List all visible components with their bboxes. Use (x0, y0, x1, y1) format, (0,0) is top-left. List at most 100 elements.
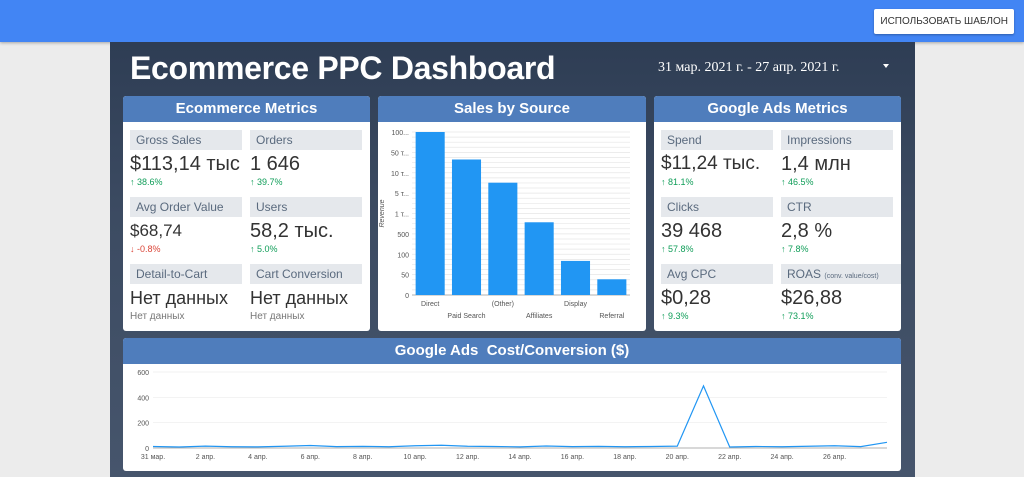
bar-paidsearch (451, 159, 482, 295)
metric-delta: ↑ 5.0% (250, 244, 278, 254)
page-title: Ecommerce PPC Dashboard (130, 50, 556, 86)
metric-value: 1 646 (250, 153, 301, 175)
sales-by-source-chart: 100...50 т...10 т...5 т...1 т...50010050… (379, 130, 630, 320)
metric-delta: ↑ 57.8% (661, 244, 694, 254)
arrow-up-icon: ↑ (781, 177, 786, 187)
y-tick-label: 1 т... (395, 212, 409, 219)
x-tick-label: 10 апр. (404, 454, 427, 461)
metric-orders: Orders 1 646 ↑ 39.7% (250, 130, 362, 187)
metric-avg-order-value: Avg Order Value $68,74 ↓ -0.8% (130, 197, 242, 254)
metric-delta: ↓ -0.8% (130, 244, 161, 254)
y-tick-label: 200 (137, 421, 149, 428)
x-tick-label: 8 апр. (353, 454, 372, 461)
bar-referral (597, 279, 627, 295)
x-tick-label: 4 апр. (248, 454, 267, 461)
y-tick-label: 100 (397, 252, 409, 259)
bar-direct (415, 132, 445, 295)
y-tick-label: 0 (405, 293, 409, 300)
metric-label: Detail-to-Cart (130, 264, 242, 284)
metric-users: Users 58,2 тыс. ↑ 5.0% (250, 197, 362, 254)
metric-cart-conversion: Cart Conversion Нет данных Нет данных (250, 264, 362, 322)
metric-delta: ↑ 81.1% (661, 177, 694, 187)
top-bar: ИСПОЛЬЗОВАТЬ ШАБЛОН (0, 0, 1024, 42)
cost-conversion-title: Google Ads Cost/Conversion ($) (123, 338, 901, 364)
google-ads-metrics-title: Google Ads Metrics (654, 96, 901, 122)
arrow-up-icon: ↑ (250, 244, 255, 254)
y-tick-label: 0 (145, 446, 149, 453)
x-tick-label: 2 апр. (196, 454, 215, 461)
arrow-down-icon: ↓ (130, 244, 135, 254)
cost-conversion-chart: 0 200 400 600 31 мар. 2 апр. 4 апр. 6 апр. 8 апр… (137, 370, 888, 461)
bar-display (560, 260, 591, 295)
metric-value: Нет данных (130, 288, 228, 308)
metric-label: Cart Conversion (250, 264, 362, 284)
x-tick-label: 16 апр. (561, 454, 584, 461)
y-tick-label: 5 т... (395, 191, 409, 198)
metric-value: $0,28 (661, 287, 712, 309)
metric-label: ROAS (conv. value/cost) (781, 264, 901, 284)
sales-by-source-title: Sales by Source (378, 96, 646, 122)
metric-label: Impressions (781, 130, 893, 150)
y-tick-label: 50 т... (391, 150, 409, 157)
y-tick-label: 10 т... (391, 171, 409, 178)
metric-label: CTR (781, 197, 893, 217)
metric-label: Spend (661, 130, 773, 150)
metric-spend: Spend $11,24 тыс. ↑ 81.1% (661, 130, 773, 187)
caret-down-icon[interactable] (883, 64, 889, 68)
arrow-up-icon: ↑ (661, 244, 666, 254)
arrow-up-icon: ↑ (661, 177, 666, 187)
x-tick-label: 24 апр. (771, 454, 794, 461)
bar-other (488, 182, 518, 295)
arrow-up-icon: ↑ (781, 311, 786, 321)
metric-label: Clicks (661, 197, 773, 217)
metric-delta: ↑ 46.5% (781, 177, 814, 187)
x-tick-label: 26 апр. (823, 454, 846, 461)
x-tick-label: (Other) (492, 301, 514, 308)
use-template-button[interactable]: ИСПОЛЬЗОВАТЬ ШАБЛОН (874, 9, 1014, 34)
metric-gross-sales: Gross Sales $113,14 тыс ↑ 38.6% (130, 130, 242, 187)
metric-label: Gross Sales (130, 130, 242, 150)
ecommerce-metrics-panel: Ecommerce Metrics Gross Sales $113,14 ты… (123, 96, 370, 331)
metric-value: Нет данных (250, 288, 348, 308)
y-tick-label: 400 (137, 395, 149, 402)
metric-value: 58,2 тыс. (250, 220, 334, 242)
google-ads-metrics-panel: Google Ads Metrics Spend $11,24 тыс. ↑ 8… (654, 96, 901, 331)
y-axis-label: Revenue (379, 199, 386, 227)
arrow-up-icon: ↑ (781, 244, 786, 254)
sales-by-source-panel: Sales by Source 100... 50 т... 10 т... 5 т.… (378, 96, 646, 331)
metric-value: $68,74 (130, 221, 182, 240)
metric-value: 39 468 (661, 220, 723, 242)
x-tick-label: 22 апр. (718, 454, 741, 461)
metric-label: Orders (250, 130, 362, 150)
metric-roas: ROAS (conv. value/cost) $26,88 ↑ 73.1% (781, 264, 901, 321)
metric-value: 1,4 млн (781, 153, 851, 175)
x-tick-label: 12 апр. (456, 454, 479, 461)
metric-detail-to-cart: Detail-to-Cart Нет данных Нет данных (130, 264, 242, 322)
x-tick-label: 6 апр. (301, 454, 320, 461)
date-range-picker[interactable]: 31 мар. 2021 г. - 27 апр. 2021 г. (658, 60, 840, 75)
arrow-up-icon: ↑ (661, 311, 666, 321)
ecommerce-metrics-title: Ecommerce Metrics (123, 96, 370, 122)
metric-value: 2,8 % (781, 220, 833, 242)
arrow-up-icon: ↑ (130, 177, 135, 187)
metric-label: Users (250, 197, 362, 217)
x-tick-label: 31 мар. (141, 454, 165, 461)
metric-label-note: (conv. value/cost) (824, 273, 879, 280)
x-tick-label: 14 апр. (508, 454, 531, 461)
y-tick-label: 500 (397, 232, 409, 239)
metric-impressions: Impressions 1,4 млн ↑ 46.5% (781, 130, 893, 187)
metric-label: Avg Order Value (130, 197, 242, 217)
metric-sub: Нет данных (250, 311, 305, 322)
y-tick-label: 600 (137, 370, 149, 377)
x-tick-label: Affiliates (526, 313, 553, 320)
y-tick-label: 50 (401, 273, 409, 280)
y-tick-label: 100... (391, 130, 409, 137)
metric-delta: ↑ 7.8% (781, 244, 809, 254)
metric-delta: ↑ 9.3% (661, 311, 689, 321)
metric-label: Avg CPC (661, 264, 773, 284)
metric-clicks: Clicks 39 468 ↑ 57.8% (661, 197, 773, 254)
x-tick-label: Direct (421, 301, 439, 308)
metric-delta: ↑ 39.7% (250, 177, 283, 187)
metric-ctr: CTR 2,8 % ↑ 7.8% (781, 197, 893, 254)
x-tick-label: Paid Search (447, 313, 485, 320)
